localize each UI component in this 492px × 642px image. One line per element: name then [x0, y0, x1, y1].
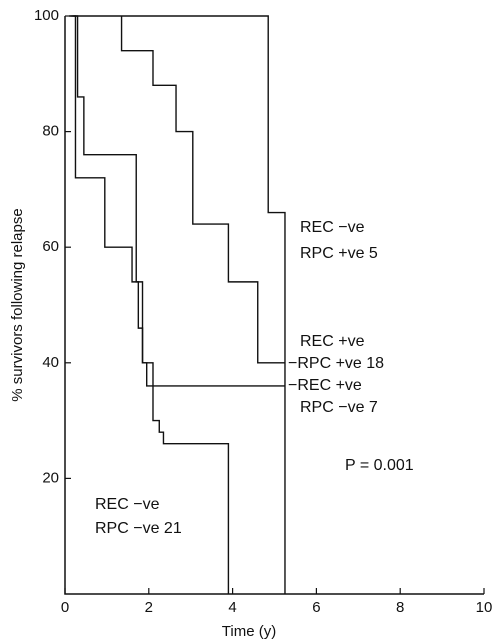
annotation: P = 0.001	[345, 457, 414, 474]
annotation: −RPC +ve 18	[288, 355, 384, 372]
y-tick-label: 20	[42, 469, 59, 486]
x-axis-label: Time (y)	[222, 623, 276, 640]
x-tick-label: 2	[145, 599, 153, 616]
x-tick-label: 4	[228, 599, 236, 616]
y-tick-label: 100	[34, 7, 59, 24]
y-tick-label: 80	[42, 123, 59, 140]
annotation: RPC −ve 7	[300, 399, 378, 416]
survival-curve	[71, 15, 285, 387]
annotation: RPC −ve 21	[95, 520, 182, 537]
annotation: REC −ve	[300, 219, 365, 236]
x-tick-label: 0	[61, 599, 69, 616]
y-axis-label: % survivors following relapse	[9, 208, 26, 401]
x-tick-label: 8	[396, 599, 404, 616]
annotation: −REC +ve	[288, 377, 362, 394]
annotation: RPC +ve 5	[300, 245, 378, 262]
survival-curve	[69, 15, 230, 594]
annotation: REC +ve	[300, 333, 365, 350]
x-tick-label: 10	[476, 599, 492, 616]
survival-curve	[120, 16, 285, 364]
annotation: REC −ve	[95, 496, 160, 513]
x-tick-label: 6	[312, 599, 320, 616]
y-tick-label: 60	[42, 238, 59, 255]
survival-curve	[73, 15, 286, 594]
y-tick-label: 40	[42, 354, 59, 371]
